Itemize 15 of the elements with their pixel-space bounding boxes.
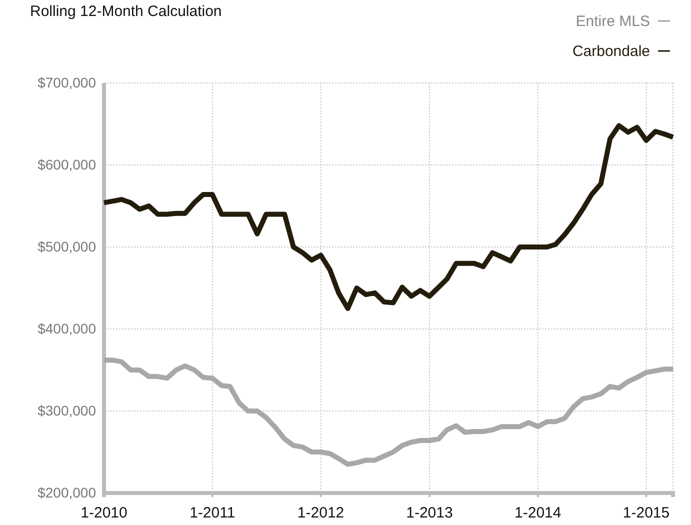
y-tick-label: $600,000 (38, 156, 96, 172)
x-tick-label: 1-2012 (297, 504, 344, 522)
legend-label: Entire MLS (576, 13, 650, 30)
y-tick-label: $300,000 (38, 402, 96, 418)
y-tick-label: $400,000 (38, 320, 96, 336)
y-tick-label: $500,000 (38, 238, 96, 254)
x-tick-label: 1-2014 (514, 504, 562, 522)
y-tick-label: $200,000 (38, 484, 96, 500)
x-tick-label: 1-2010 (80, 504, 128, 522)
x-tick-label: 1-2011 (190, 504, 236, 522)
legend-label: Carbondale (572, 43, 650, 60)
y-tick-label: $700,000 (38, 74, 96, 90)
chart-title: Rolling 12-Month Calculation (30, 3, 222, 20)
x-tick-label: 1-2015 (622, 504, 670, 522)
x-tick-label: 1-2013 (406, 504, 453, 522)
